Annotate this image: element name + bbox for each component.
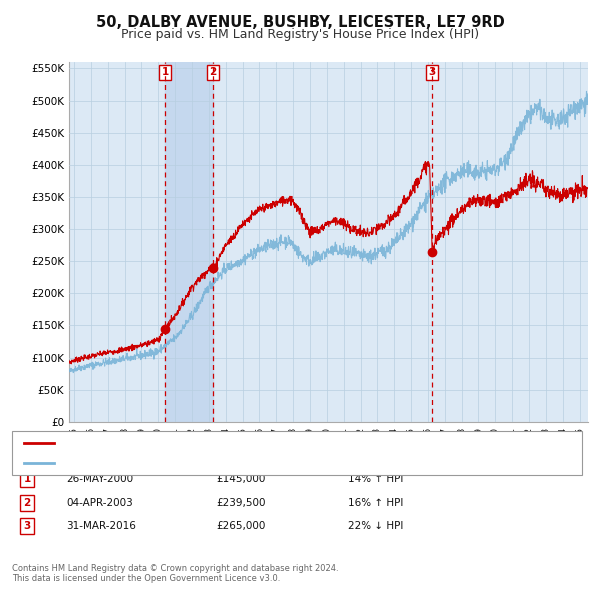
Bar (165, 62, 213, 422)
Text: 31-MAR-2016: 31-MAR-2016 (66, 522, 136, 531)
Text: 26-MAY-2000: 26-MAY-2000 (66, 474, 133, 484)
Text: 3: 3 (23, 522, 31, 531)
Text: 04-APR-2003: 04-APR-2003 (66, 498, 133, 507)
Text: £145,000: £145,000 (216, 474, 265, 484)
Text: 50, DALBY AVENUE, BUSHBY, LEICESTER, LE7 9RD: 50, DALBY AVENUE, BUSHBY, LEICESTER, LE7… (95, 15, 505, 30)
Text: 2: 2 (209, 67, 217, 77)
Text: 50, DALBY AVENUE, BUSHBY, LEICESTER, LE7 9RD (detached house): 50, DALBY AVENUE, BUSHBY, LEICESTER, LE7… (60, 438, 394, 448)
Text: 3: 3 (428, 67, 436, 77)
Text: HPI: Average price, detached house, Harborough: HPI: Average price, detached house, Harb… (60, 458, 299, 467)
Text: 16% ↑ HPI: 16% ↑ HPI (348, 498, 403, 507)
Text: £265,000: £265,000 (216, 522, 265, 531)
Text: Price paid vs. HM Land Registry's House Price Index (HPI): Price paid vs. HM Land Registry's House … (121, 28, 479, 41)
Text: 1: 1 (161, 67, 169, 77)
Text: Contains HM Land Registry data © Crown copyright and database right 2024.
This d: Contains HM Land Registry data © Crown c… (12, 563, 338, 583)
Text: 1: 1 (23, 474, 31, 484)
Text: 14% ↑ HPI: 14% ↑ HPI (348, 474, 403, 484)
Text: £239,500: £239,500 (216, 498, 265, 507)
Text: 22% ↓ HPI: 22% ↓ HPI (348, 522, 403, 531)
Text: 2: 2 (23, 498, 31, 507)
